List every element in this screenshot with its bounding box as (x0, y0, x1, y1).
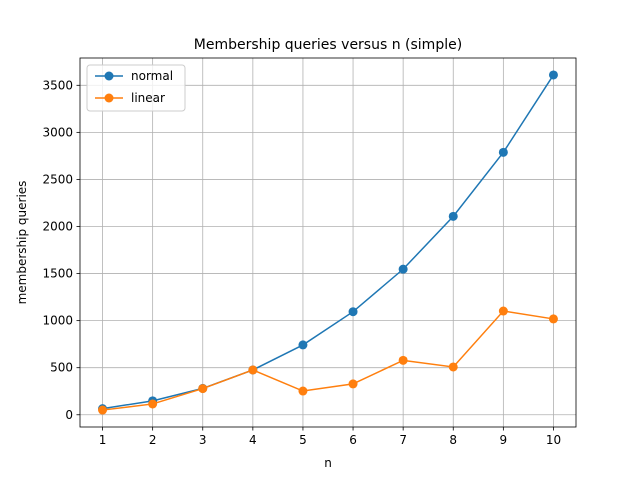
series-layer (98, 70, 558, 415)
y-tick-label: 2500 (42, 172, 73, 186)
x-tick-label: 2 (149, 433, 157, 447)
data-point-linear (148, 399, 158, 409)
data-point-linear (198, 384, 208, 394)
y-tick-label: 2000 (42, 219, 73, 233)
series-line-normal (102, 74, 555, 410)
y-tick-label: 3000 (42, 125, 73, 139)
data-point-normal (398, 264, 408, 274)
x-tick-label: 4 (249, 433, 257, 447)
x-tick-label: 8 (449, 433, 457, 447)
y-tick-label: 0 (65, 408, 73, 422)
data-point-normal (348, 307, 358, 317)
x-tick-label: 1 (99, 433, 107, 447)
data-point-normal (498, 147, 508, 157)
axes-frame (79, 57, 577, 428)
y-tick-label: 500 (50, 361, 73, 375)
x-tick-label: 3 (199, 433, 207, 447)
grid (80, 58, 576, 427)
data-point-linear (248, 365, 258, 375)
data-point-normal (548, 70, 558, 80)
ticks: 1 2 3 4 5 6 7 8 9 10 0 500 1000 1500 2000 2500 3000 3500 (42, 78, 561, 447)
legend-marker-normal (104, 71, 114, 81)
data-point-linear (398, 355, 408, 365)
x-axis-label: n (324, 456, 332, 470)
legend-marker-linear (104, 93, 114, 103)
y-tick-label: 3500 (42, 78, 73, 92)
data-point-linear (298, 386, 308, 396)
series-line-linear (102, 310, 554, 411)
data-point-linear (98, 405, 108, 415)
x-tick-label: 5 (299, 433, 307, 447)
y-axis-label: membership queries (15, 181, 29, 305)
data-point-linear (548, 314, 558, 324)
data-point-normal (298, 340, 308, 350)
legend-label-linear: linear (131, 91, 165, 105)
data-point-linear (348, 379, 358, 389)
series-linear (98, 306, 558, 415)
x-tick-label: 9 (500, 433, 508, 447)
y-tick-label: 1500 (42, 267, 73, 281)
data-point-normal (448, 211, 458, 221)
x-tick-label: 6 (349, 433, 357, 447)
data-point-linear (448, 362, 458, 372)
x-tick-label: 7 (399, 433, 407, 447)
legend-label-normal: normal (131, 69, 173, 83)
x-tick-label: 10 (546, 433, 561, 447)
chart-title: Membership queries versus n (simple) (194, 37, 462, 53)
y-tick-label: 1000 (42, 314, 73, 328)
legend: normal linear (86, 64, 186, 112)
data-point-linear (498, 306, 508, 316)
